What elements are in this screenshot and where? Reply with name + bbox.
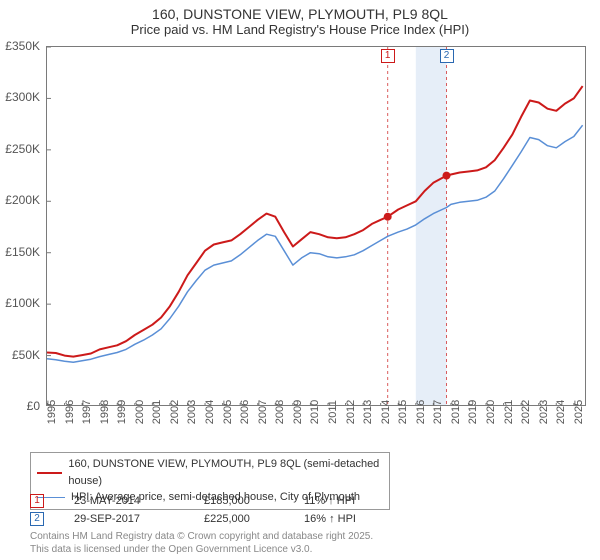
footer-line1: Contains HM Land Registry data © Crown c… — [30, 530, 373, 543]
x-tick-label: 2025 — [573, 400, 585, 424]
x-tick-label: 2010 — [309, 400, 321, 424]
x-tick-label: 1996 — [64, 400, 76, 424]
sale-marker-1: 1 — [30, 494, 44, 508]
sale-date-2: 29-SEP-2017 — [74, 513, 174, 525]
sales-row-2: 2 29-SEP-2017 £225,000 16% ↑ HPI — [30, 512, 356, 526]
title-line2: Price paid vs. HM Land Registry's House … — [0, 22, 600, 37]
x-tick-label: 2023 — [538, 400, 550, 424]
x-tick-label: 2018 — [450, 400, 462, 424]
sale-date-1: 23-MAY-2014 — [74, 495, 174, 507]
y-tick-label: £200K — [5, 193, 40, 207]
plot-marker-label: 2 — [440, 49, 454, 63]
title-block: 160, DUNSTONE VIEW, PLYMOUTH, PL9 8QL Pr… — [0, 0, 600, 37]
y-tick-label: £300K — [5, 90, 40, 104]
y-tick-label: £150K — [5, 245, 40, 259]
x-tick-label: 2003 — [186, 400, 198, 424]
x-tick-label: 2011 — [327, 400, 339, 424]
y-tick-label: £100K — [5, 296, 40, 310]
footer-line2: This data is licensed under the Open Gov… — [30, 543, 373, 556]
x-tick-label: 2006 — [239, 400, 251, 424]
sale-marker-2: 2 — [30, 512, 44, 526]
sales-table: 1 23-MAY-2014 £185,000 11% ↑ HPI 2 29-SE… — [30, 494, 356, 530]
y-tick-label: £250K — [5, 142, 40, 156]
title-line1: 160, DUNSTONE VIEW, PLYMOUTH, PL9 8QL — [0, 6, 600, 22]
x-tick-label: 2002 — [169, 400, 181, 424]
x-tick-label: 1998 — [99, 400, 111, 424]
x-tick-label: 2001 — [151, 400, 163, 424]
sale-delta-2: 16% ↑ HPI — [304, 513, 356, 525]
x-tick-label: 2005 — [222, 400, 234, 424]
y-tick-label: £350K — [5, 39, 40, 53]
sales-row-1: 1 23-MAY-2014 £185,000 11% ↑ HPI — [30, 494, 356, 508]
sale-price-2: £225,000 — [204, 513, 274, 525]
plot-marker-label: 1 — [381, 49, 395, 63]
x-tick-label: 2020 — [485, 400, 497, 424]
y-axis-ticks: £0£50K£100K£150K£200K£250K£300K£350K — [0, 46, 44, 406]
x-tick-label: 2021 — [503, 400, 515, 424]
chart-container: 160, DUNSTONE VIEW, PLYMOUTH, PL9 8QL Pr… — [0, 0, 600, 560]
x-tick-label: 1997 — [81, 400, 93, 424]
footer: Contains HM Land Registry data © Crown c… — [30, 530, 373, 556]
legend-row-property: 160, DUNSTONE VIEW, PLYMOUTH, PL9 8QL (s… — [37, 456, 383, 489]
y-tick-label: £0 — [27, 399, 40, 413]
sale-price-1: £185,000 — [204, 495, 274, 507]
sale-delta-1: 11% ↑ HPI — [304, 495, 355, 507]
x-axis-ticks: 1995199619971998199920002001200220032004… — [46, 408, 586, 448]
x-tick-label: 2007 — [257, 400, 269, 424]
x-tick-label: 1999 — [116, 400, 128, 424]
x-tick-label: 2019 — [467, 400, 479, 424]
x-tick-label: 2015 — [397, 400, 409, 424]
x-tick-label: 2012 — [345, 400, 357, 424]
plot-area: 12 — [46, 46, 586, 406]
plot-svg — [47, 47, 586, 406]
x-tick-label: 2024 — [555, 400, 567, 424]
x-tick-label: 2009 — [292, 400, 304, 424]
x-tick-label: 2014 — [380, 400, 392, 424]
x-tick-label: 2016 — [415, 400, 427, 424]
x-tick-label: 2004 — [204, 400, 216, 424]
x-tick-label: 2017 — [432, 400, 444, 424]
x-tick-label: 2000 — [134, 400, 146, 424]
legend-swatch-property — [37, 472, 62, 474]
x-tick-label: 2008 — [274, 400, 286, 424]
legend-label-property: 160, DUNSTONE VIEW, PLYMOUTH, PL9 8QL (s… — [68, 456, 383, 489]
x-tick-label: 1995 — [46, 400, 58, 424]
x-tick-label: 2013 — [362, 400, 374, 424]
x-tick-label: 2022 — [520, 400, 532, 424]
y-tick-label: £50K — [12, 348, 40, 362]
